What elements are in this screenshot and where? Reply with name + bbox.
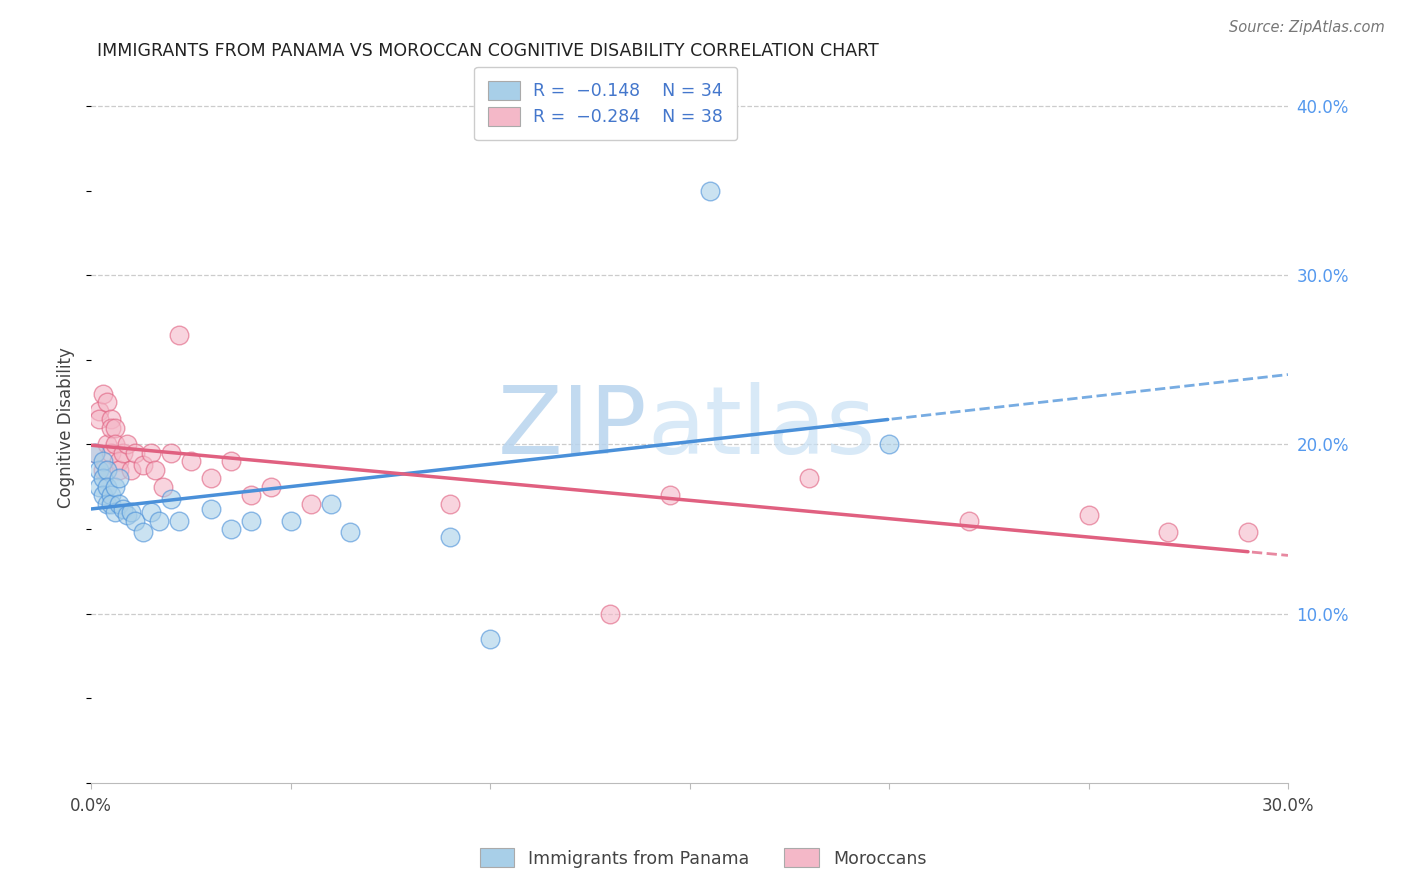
Point [239, 514, 262, 528]
Point [160, 446, 183, 460]
Point [120, 463, 142, 477]
Point [132, 525, 155, 540]
Legend: R =  −0.148    N = 34, R =  −0.284    N = 38: R = −0.148 N = 34, R = −0.284 N = 38 [474, 67, 737, 140]
Point [799, 471, 821, 485]
Point [112, 446, 135, 460]
Point [96, 463, 118, 477]
Point [91, 463, 114, 477]
Point [96, 497, 118, 511]
Point [239, 488, 262, 502]
Point [100, 412, 122, 426]
Point [108, 471, 131, 485]
Point [100, 420, 122, 434]
Point [104, 437, 127, 451]
Text: atlas: atlas [648, 382, 876, 474]
Point [104, 420, 127, 434]
Point [96, 395, 118, 409]
Point [200, 471, 222, 485]
Point [89, 480, 111, 494]
Point [96, 437, 118, 451]
Point [1077, 508, 1099, 523]
Legend: Immigrants from Panama, Moroccans: Immigrants from Panama, Moroccans [471, 839, 935, 876]
Point [957, 514, 980, 528]
Point [84, 446, 107, 460]
Point [1237, 525, 1260, 540]
Text: ZIP: ZIP [498, 382, 648, 474]
Point [167, 514, 190, 528]
Point [91, 488, 114, 502]
Point [100, 446, 122, 460]
Point [160, 491, 183, 506]
Point [319, 497, 342, 511]
Point [112, 501, 135, 516]
Point [439, 531, 461, 545]
Point [124, 514, 146, 528]
Point [120, 505, 142, 519]
Point [91, 386, 114, 401]
Point [108, 497, 131, 511]
Point [115, 437, 138, 451]
Point [89, 412, 111, 426]
Point [91, 454, 114, 468]
Point [599, 607, 621, 621]
Point [139, 446, 162, 460]
Text: IMMIGRANTS FROM PANAMA VS MOROCCAN COGNITIVE DISABILITY CORRELATION CHART: IMMIGRANTS FROM PANAMA VS MOROCCAN COGNI… [97, 42, 879, 60]
Point [89, 403, 111, 417]
Point [439, 497, 461, 511]
Point [148, 514, 170, 528]
Point [104, 505, 127, 519]
Point [260, 480, 283, 494]
Point [479, 632, 502, 646]
Point [108, 454, 131, 468]
Point [299, 497, 322, 511]
Point [143, 463, 166, 477]
Point [84, 446, 107, 460]
Point [339, 525, 361, 540]
Point [100, 497, 122, 511]
Point [280, 514, 302, 528]
Point [132, 458, 155, 472]
Point [89, 463, 111, 477]
Point [139, 505, 162, 519]
Point [180, 454, 202, 468]
Point [219, 454, 242, 468]
Point [877, 437, 900, 451]
Point [200, 501, 222, 516]
Point [91, 471, 114, 485]
Point [1157, 525, 1180, 540]
Point [152, 480, 174, 494]
Point [100, 488, 122, 502]
Point [658, 488, 681, 502]
Point [96, 480, 118, 494]
Y-axis label: Cognitive Disability: Cognitive Disability [58, 347, 75, 508]
Text: Source: ZipAtlas.com: Source: ZipAtlas.com [1229, 20, 1385, 35]
Point [167, 327, 190, 342]
Point [219, 522, 242, 536]
Point [124, 446, 146, 460]
Point [108, 463, 131, 477]
Point [699, 184, 721, 198]
Point [104, 480, 127, 494]
Point [115, 508, 138, 523]
